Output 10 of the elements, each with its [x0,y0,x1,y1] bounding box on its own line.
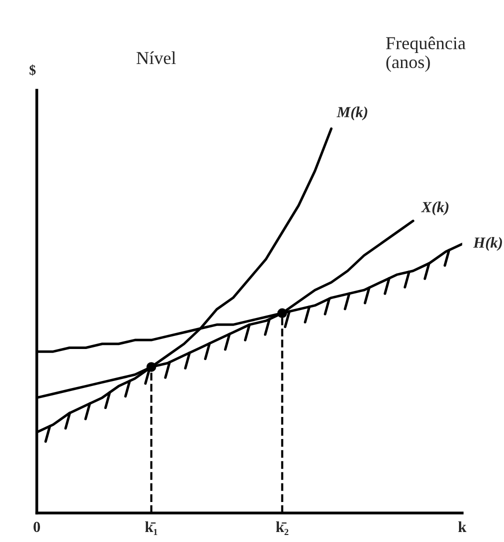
text: Frequência (anos) [386,36,466,72]
series-label: M(k) [336,106,368,120]
x-tick-label: k [458,521,466,532]
text: Nível [136,51,176,64]
x-tick-label: 0 [34,522,40,532]
series-label: X(k) [421,202,448,216]
y-axis-title: $ [30,64,36,76]
x-tick-label: k̄₁ [145,521,158,535]
x-tick-label: k̄₂ [276,521,288,535]
series-label: H(k) [473,237,502,251]
